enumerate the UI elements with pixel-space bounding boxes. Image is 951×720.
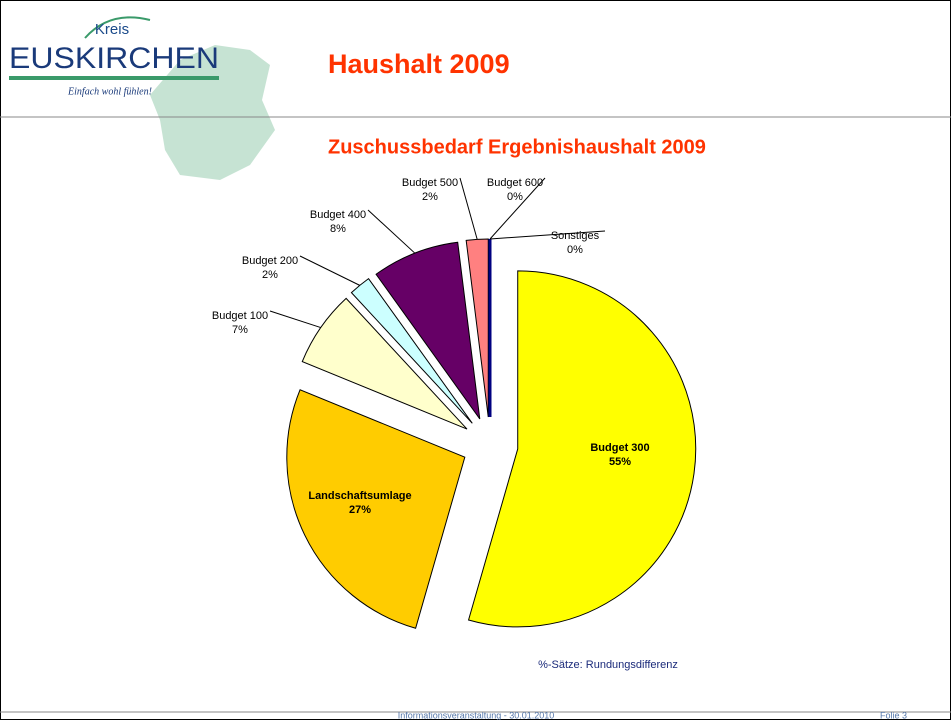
slice-label: Sonstiges 0% [551,230,600,256]
footer-text: Informationsveranstaltung - 30.01.2010 [398,710,555,720]
slice-value: 2% [262,269,278,281]
slice-label: Budget 100 7% [212,310,268,336]
slice-value: 7% [232,324,248,336]
pie-slice [467,270,697,628]
slice-value: 55% [609,456,631,468]
slice-label: Budget 300 55% [590,442,649,468]
pie-slice [350,277,473,424]
slice-name: Sonstiges [551,230,600,242]
slice-value: 0% [567,244,583,256]
slice-label: Landschaftsumlage 27% [308,490,411,516]
slice-name: Budget 100 [212,310,268,322]
slice-name: Budget 300 [590,442,649,454]
logo-top: Kreis [95,21,129,38]
chart-note: %-Sätze: Rundungsdifferenz [538,659,678,671]
leader-line [489,230,606,240]
slice-label: Budget 600 0% [487,177,543,203]
slice-label: Budget 200 2% [242,255,298,281]
logo-arc [84,16,151,39]
slice-value: 0% [507,191,523,203]
leader-line [269,310,321,329]
logo-name: EUSKIRCHEN [9,42,219,75]
chart-title: Zuschussbedarf Ergebnishaushalt 2009 [328,136,706,158]
slice-name: Landschaftsumlage [308,490,411,502]
slice-value: 2% [422,191,438,203]
slice-label: Budget 500 2% [402,177,458,203]
leader-line [299,255,361,286]
pie-slice [375,241,481,420]
slice-name: Budget 500 [402,177,458,189]
leader-line [367,209,416,254]
leader-line [489,177,546,240]
slice-name: Budget 200 [242,255,298,267]
logo-bar [9,76,219,80]
pie-slice [301,297,468,430]
slice-label: Budget 400 8% [310,209,366,235]
slice-value: 8% [330,223,346,235]
slice-name: Budget 600 [487,177,543,189]
slide-title: Haushalt 2009 [328,49,510,79]
footer-page: Folie 3 [880,710,907,720]
pie-slice [286,389,466,629]
leader-line [459,177,478,240]
logo-slogan: Einfach wohl fühlen! [67,86,152,97]
slice-value: 27% [349,504,371,516]
slice-name: Budget 400 [310,209,366,221]
